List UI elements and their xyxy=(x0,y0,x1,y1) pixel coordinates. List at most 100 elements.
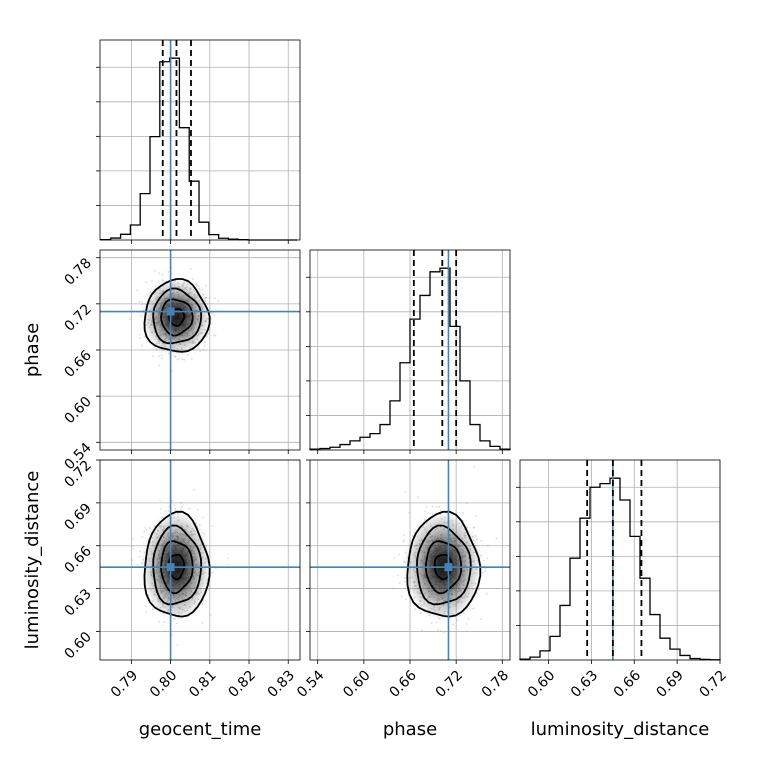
scatter-point xyxy=(467,618,470,620)
scatter-point xyxy=(128,318,131,320)
scatter-point xyxy=(153,525,156,527)
scatter-point xyxy=(417,603,420,606)
scatter-point xyxy=(144,303,147,306)
panel-content xyxy=(310,460,510,660)
x-tick-label-luminosity_distance: 0.60 xyxy=(525,668,558,701)
scatter-point xyxy=(145,281,148,284)
scatter-point xyxy=(452,613,455,615)
scatter-point xyxy=(194,518,197,520)
scatter-point xyxy=(474,535,477,537)
scatter-point xyxy=(486,557,489,560)
scatter-point xyxy=(164,630,167,633)
scatter-point xyxy=(211,571,213,574)
hist-panel-luminosity_distance xyxy=(516,459,721,664)
scatter-point xyxy=(436,629,439,631)
scatter-point xyxy=(402,540,405,543)
scatter-point xyxy=(180,501,183,504)
scatter-point xyxy=(208,584,211,587)
scatter-point xyxy=(203,532,206,535)
scatter-point xyxy=(143,530,146,533)
scatter-point xyxy=(173,504,175,507)
panel-frame xyxy=(309,249,511,451)
scatter-point xyxy=(162,279,165,282)
scatter-point xyxy=(195,283,198,286)
scatter-point xyxy=(176,358,179,361)
scatter-point xyxy=(204,296,207,299)
panel-geocent_time-vs-luminosity_distance xyxy=(96,459,301,664)
scatter-point xyxy=(183,358,186,361)
scatter-point xyxy=(205,335,208,337)
contour-line xyxy=(160,298,194,337)
x-axis-title-phase: phase xyxy=(383,719,437,740)
scatter-point xyxy=(414,608,416,611)
scatter-point xyxy=(203,345,206,347)
scatter-point xyxy=(186,353,189,356)
scatter-point xyxy=(147,594,150,596)
x-tick-label-geocent_time: 0.82 xyxy=(225,668,258,701)
scatter-point xyxy=(155,342,158,345)
histogram-phase xyxy=(309,267,511,450)
panel-content xyxy=(100,460,300,660)
scatter-point xyxy=(151,600,154,602)
hist-panel-phase xyxy=(306,249,511,454)
y-axis-title-phase: phase xyxy=(22,323,43,377)
scatter-point xyxy=(208,297,211,300)
scatter-point xyxy=(136,289,139,292)
scatter-point xyxy=(138,555,141,558)
scatter-point xyxy=(162,516,165,519)
scatter-point xyxy=(158,620,161,623)
scatter-point xyxy=(177,515,179,518)
scatter-point xyxy=(484,570,487,573)
x-tick-label-phase: 0.66 xyxy=(386,667,419,700)
y-tick-label-phase: 0.72 xyxy=(61,301,94,334)
y-tick-label-phase: 0.66 xyxy=(61,347,94,380)
scatter-point xyxy=(439,509,442,512)
scatter-point xyxy=(159,499,162,502)
scatter-point xyxy=(420,604,423,607)
x-tick-label-luminosity_distance: 0.63 xyxy=(568,668,601,701)
scatter-point xyxy=(396,574,399,577)
scatter-point xyxy=(477,589,480,591)
x-tick-label-geocent_time: 0.79 xyxy=(108,668,141,701)
scatter-point xyxy=(480,554,483,557)
scatter-point xyxy=(204,299,207,302)
scatter-point xyxy=(471,535,474,538)
panel-frame xyxy=(99,249,301,451)
scatter-point xyxy=(202,599,205,602)
hist-panel-geocent_time xyxy=(96,39,301,244)
x-tick-label-geocent_time: 0.83 xyxy=(265,668,298,701)
scatter-point xyxy=(472,539,475,542)
x-tick-label-geocent_time: 0.80 xyxy=(147,668,180,701)
scatter-point xyxy=(154,285,157,288)
scatter-point xyxy=(161,357,164,359)
truth-marker xyxy=(166,307,175,316)
scatter-point xyxy=(211,312,214,315)
scatter-point xyxy=(405,598,407,601)
scatter-point xyxy=(471,608,474,610)
scatter-point xyxy=(475,592,478,594)
scatter-point xyxy=(201,621,204,624)
histogram-luminosity_distance xyxy=(519,477,721,661)
scatter-point xyxy=(181,358,184,361)
scatter-point xyxy=(195,283,198,285)
scatter-point xyxy=(421,629,423,632)
scatter-point xyxy=(158,364,161,367)
scatter-point xyxy=(452,623,454,626)
scatter-point xyxy=(466,502,468,504)
scatter-point xyxy=(403,534,406,537)
scatter-point xyxy=(483,559,486,562)
scatter-point xyxy=(158,272,160,274)
scatter-point xyxy=(145,611,148,614)
scatter-point xyxy=(172,281,175,284)
scatter-point xyxy=(131,537,134,540)
scatter-point xyxy=(431,512,434,515)
scatter-point xyxy=(211,525,214,527)
scatter-point xyxy=(479,618,482,620)
truth-marker xyxy=(166,563,175,572)
scatter-point xyxy=(439,629,442,632)
scatter-point xyxy=(151,608,154,611)
y-tick-label-luminosity_distance: 0.60 xyxy=(61,629,94,662)
x-axis-title-geocent_time: geocent_time xyxy=(139,719,262,740)
scatter-point xyxy=(148,527,151,529)
